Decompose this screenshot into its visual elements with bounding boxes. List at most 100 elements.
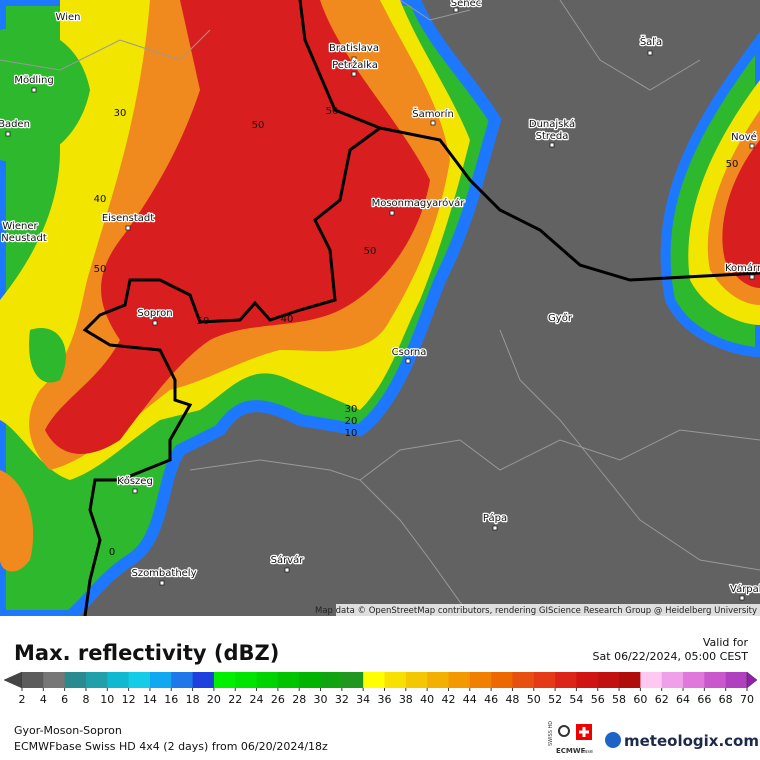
place-dot [284,567,290,573]
ecmwf: ECMWF [556,747,586,755]
bar-tick-label: 70 [740,693,754,706]
valid-time: Sat 06/22/2024, 05:00 CEST [593,650,749,663]
bar-swatch [384,672,407,688]
bar-tick-label: 46 [484,693,498,706]
bar-tick-label: 54 [569,693,583,706]
bar-swatch [448,672,471,688]
bar-swatch [320,672,343,688]
contour-label: 50 [726,159,739,170]
bar-swatch [555,672,577,688]
bar-swatch [213,672,236,688]
contour-label: 50 [364,246,377,257]
place-label: Dunajská [529,118,575,130]
place-label: Győr [548,312,573,324]
place-dot [749,143,755,149]
bar-swatch [107,672,130,688]
bar-swatch [619,672,641,688]
bar-tick-label: 42 [441,693,455,706]
bar-arrow [746,671,758,689]
bar-swatch [299,672,322,688]
place-dot [430,120,436,126]
bar-swatch [704,672,727,688]
place-label: Eisenstadt [102,213,154,224]
bar-swatch [725,672,748,688]
place-label: Wien [56,12,81,23]
bar-swatch [576,672,599,688]
place-dot [492,525,498,531]
site-logo [605,732,621,748]
bar-swatch [427,672,449,688]
place-label: Nové [731,131,757,143]
bar-swatch [341,672,364,688]
place-label: Pápa [483,512,507,524]
place-label: Wiener [2,221,38,232]
place-label: Kőszeg [117,475,153,487]
place-label: Várpalota [730,583,760,595]
attribution: Map data © OpenStreetMap contributors, r… [315,606,757,616]
bar-tick-label: 34 [356,693,370,706]
bar-tick-label: 32 [335,693,349,706]
contour-label: 40 [281,314,294,325]
bar-tick-label: 40 [420,693,434,706]
place-label: Szombathely [131,568,196,579]
bar-swatch [192,672,215,688]
country-border [82,126,381,616]
contour-label: 50 [252,120,265,131]
region: Gyor-Moson-Sopron [14,724,122,737]
logo-icon [558,725,570,737]
bar-tick-label: 28 [292,693,306,706]
radar-main [0,0,502,616]
place-dot [351,56,357,62]
valid-label: Valid for [703,636,749,649]
contour-label: 0 [109,547,115,558]
bar-swatch [256,672,279,688]
bar-swatch [533,672,556,688]
bar-tick-label: 6 [61,693,68,706]
contour-label: 40 [94,194,107,205]
place-label: Bratislava [329,43,379,54]
bar-swatch [469,672,492,688]
bar-swatch [277,672,300,688]
bar-swatch [640,672,663,688]
bar-swatch [128,672,151,688]
bar-tick-label: 20 [207,693,221,706]
legend-title: Max. reflectivity (dBZ) [14,641,279,665]
place-label: Šamorín [412,107,454,120]
place-dot [453,7,459,13]
place-dot [159,580,165,586]
bar-swatch [491,672,513,688]
bar-tick-label: 56 [591,693,605,706]
contour-label: 20 [345,416,358,427]
bar-swatch [85,672,108,688]
place-label: Neustadt [1,233,47,244]
place-label: Petržalka [332,59,378,71]
place-dot [5,131,11,137]
place-label: Šaľa [640,35,662,48]
place-label: Mosonmagyaróvár [372,197,466,209]
bar-tick-label: 22 [228,693,242,706]
place-dot [152,320,158,326]
contour-label: 50 [197,316,210,327]
contour-label: 30 [114,108,127,119]
contour-label: 10 [345,428,358,439]
bar-swatch [597,672,620,688]
place-dot [749,274,755,280]
bar-swatch [405,672,428,688]
place-label: Mödling [14,75,53,86]
attribution-bg [336,604,760,616]
bar-tick-label: 44 [463,693,477,706]
place-label: Baden [0,119,30,130]
bar-swatch [149,672,172,688]
site-name: meteologix.com [624,732,759,750]
place-label: Csorna [392,347,427,358]
bar-tick-label: 2 [19,693,26,706]
bar-tick-label: 16 [164,693,178,706]
bar-swatch [235,672,258,688]
bar-arrow [3,671,23,689]
place-label: Sopron [137,308,172,319]
swiss-hd: SWISS HD [548,721,554,746]
place-dot [39,235,45,241]
bar-tick-label: 50 [527,693,541,706]
bar-tick-label: 30 [314,693,328,706]
